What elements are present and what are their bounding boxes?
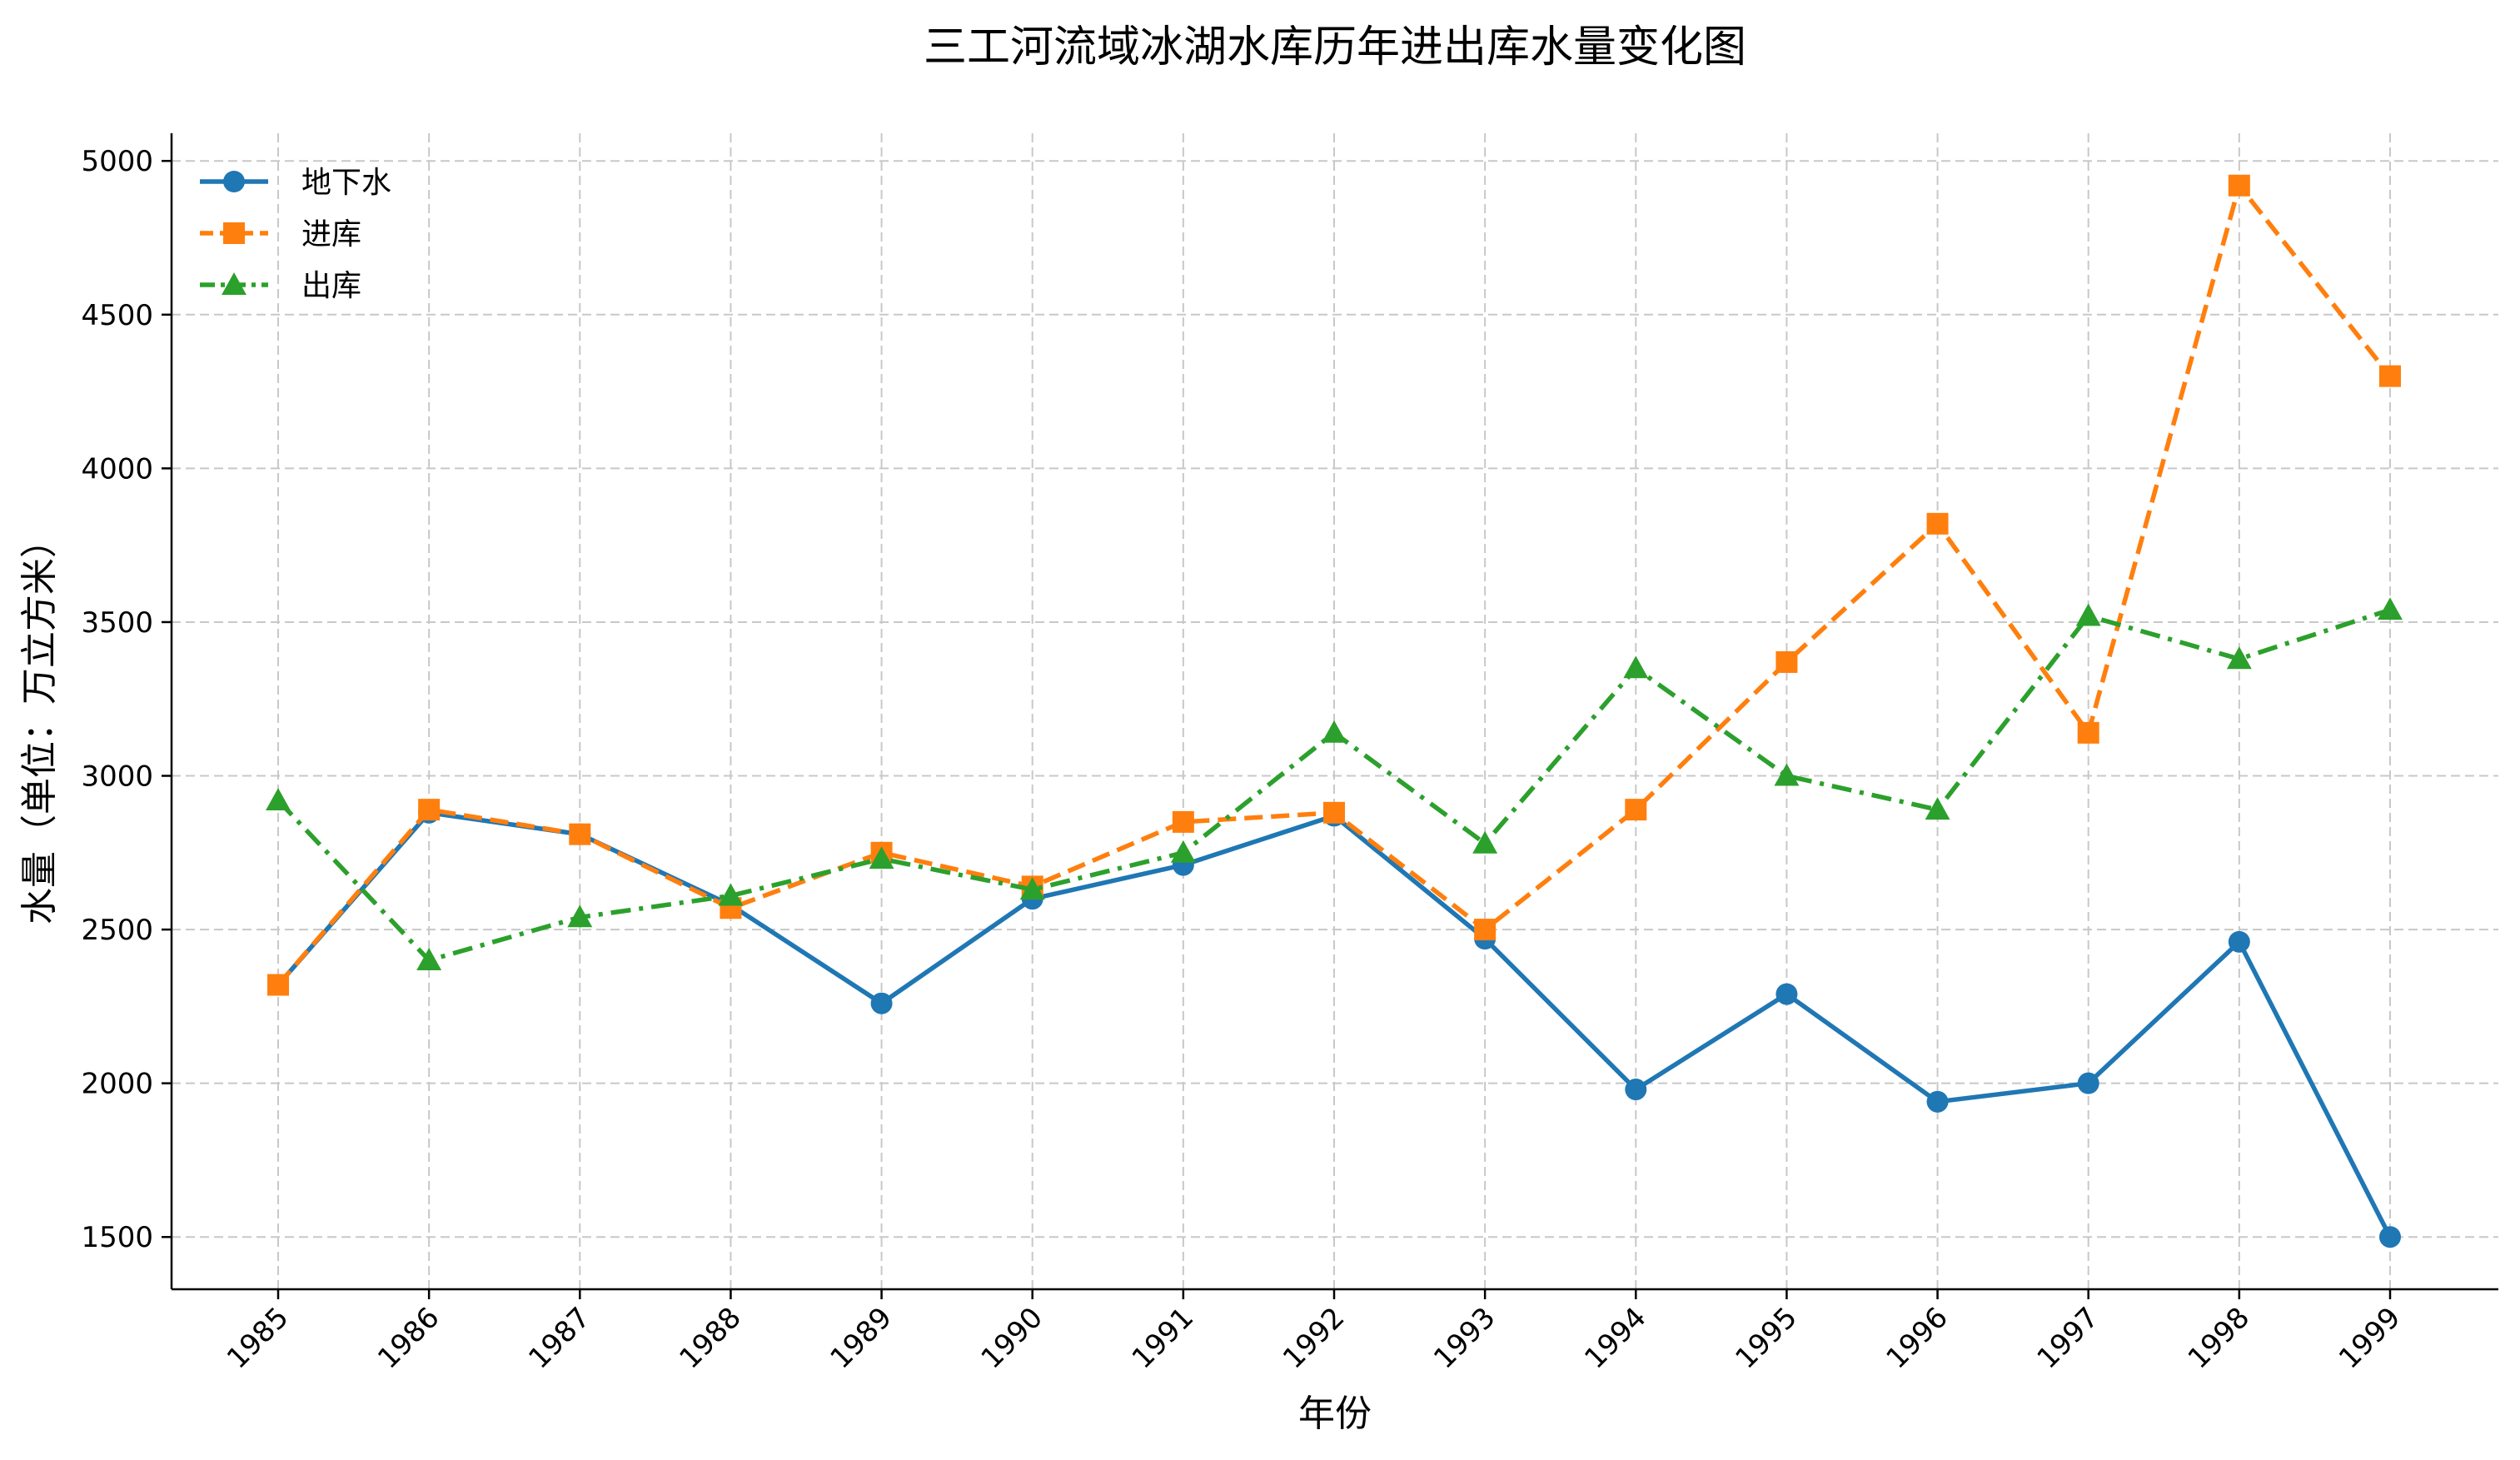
data-point xyxy=(1474,919,1497,941)
x-tick-label: 1988 xyxy=(673,1301,747,1375)
x-tick-label: 1990 xyxy=(975,1301,1049,1375)
series-1 xyxy=(267,801,2401,1248)
data-point xyxy=(2077,721,2099,744)
data-point xyxy=(1625,799,1647,821)
x-tick-label: 1991 xyxy=(1126,1301,1200,1375)
data-point xyxy=(1019,877,1045,900)
data-point xyxy=(1172,810,1194,833)
y-tick-label: 3000 xyxy=(81,760,153,794)
y-tick-label: 2000 xyxy=(81,1068,153,1101)
series-3 xyxy=(266,597,2403,970)
axes: 1500 2000 2500 3000 3500 4000 4500 5000 1985 1986… xyxy=(81,133,2498,1376)
x-tick-label: 1995 xyxy=(1729,1301,1803,1375)
legend-label: 出库 xyxy=(301,269,361,303)
x-tick-label: 1992 xyxy=(1277,1301,1351,1375)
x-tick-label: 1986 xyxy=(371,1301,446,1375)
y-tick-label: 4000 xyxy=(81,452,153,486)
legend-marker xyxy=(222,272,247,295)
legend-label: 地下水 xyxy=(301,166,391,200)
y-tick-label: 1500 xyxy=(81,1221,153,1254)
x-tick-label: 1998 xyxy=(2182,1301,2256,1375)
x-tick-label: 1999 xyxy=(2333,1301,2407,1375)
data-point xyxy=(2075,603,2101,626)
y-tick-label: 2500 xyxy=(81,914,153,947)
legend-item: 出库 xyxy=(200,269,361,303)
legend-item: 地下水 xyxy=(200,166,391,200)
data-point xyxy=(1472,830,1498,854)
data-point xyxy=(567,904,593,928)
data-point xyxy=(2379,365,2401,387)
chart-title: 三工河流域冰湖水库历年进出库水量变化图 xyxy=(924,22,1746,72)
data-point xyxy=(1775,650,1798,673)
data-point xyxy=(870,992,893,1014)
legend-item: 进库 xyxy=(200,217,361,252)
data-point xyxy=(569,823,591,845)
y-tick-label: 5000 xyxy=(81,145,153,178)
data-point xyxy=(1926,512,1949,535)
data-point xyxy=(418,799,441,821)
data-point xyxy=(2378,597,2403,620)
x-axis-label: 年份 xyxy=(1298,1393,1372,1435)
x-tick-label: 1985 xyxy=(221,1301,295,1375)
data-point xyxy=(2226,646,2252,670)
x-tick-label: 1997 xyxy=(2031,1301,2105,1375)
data-point xyxy=(2228,930,2250,953)
legend-marker xyxy=(223,171,245,192)
data-point xyxy=(1926,1090,1949,1113)
data-point xyxy=(1623,655,1649,679)
data-series xyxy=(266,174,2403,1248)
data-point xyxy=(267,974,289,996)
data-point xyxy=(2077,1072,2099,1094)
data-point xyxy=(1323,801,1345,824)
data-point xyxy=(1322,720,1347,743)
data-point xyxy=(2228,174,2250,197)
x-tick-label: 1989 xyxy=(824,1301,898,1375)
data-point xyxy=(718,883,744,906)
data-point xyxy=(1170,840,1196,863)
data-point xyxy=(869,846,894,870)
x-tick-label: 1996 xyxy=(1880,1301,1954,1375)
data-point xyxy=(1774,763,1800,786)
data-point xyxy=(1925,797,1950,820)
legend-marker xyxy=(223,222,245,244)
data-point xyxy=(416,948,442,970)
data-point xyxy=(1625,1079,1647,1101)
x-tick-label: 1987 xyxy=(522,1301,596,1375)
data-point xyxy=(1775,983,1798,1005)
legend-label: 进库 xyxy=(301,217,361,252)
x-tick-label: 1993 xyxy=(1427,1301,1502,1375)
y-tick-label: 3500 xyxy=(81,606,153,640)
x-tick-label: 1994 xyxy=(1578,1301,1652,1375)
y-axis-label: 水量（单位：万立方米） xyxy=(18,521,61,924)
y-tick-label: 4500 xyxy=(81,299,153,332)
grid xyxy=(172,133,2498,1289)
data-point xyxy=(266,788,291,811)
data-point xyxy=(2379,1226,2401,1248)
